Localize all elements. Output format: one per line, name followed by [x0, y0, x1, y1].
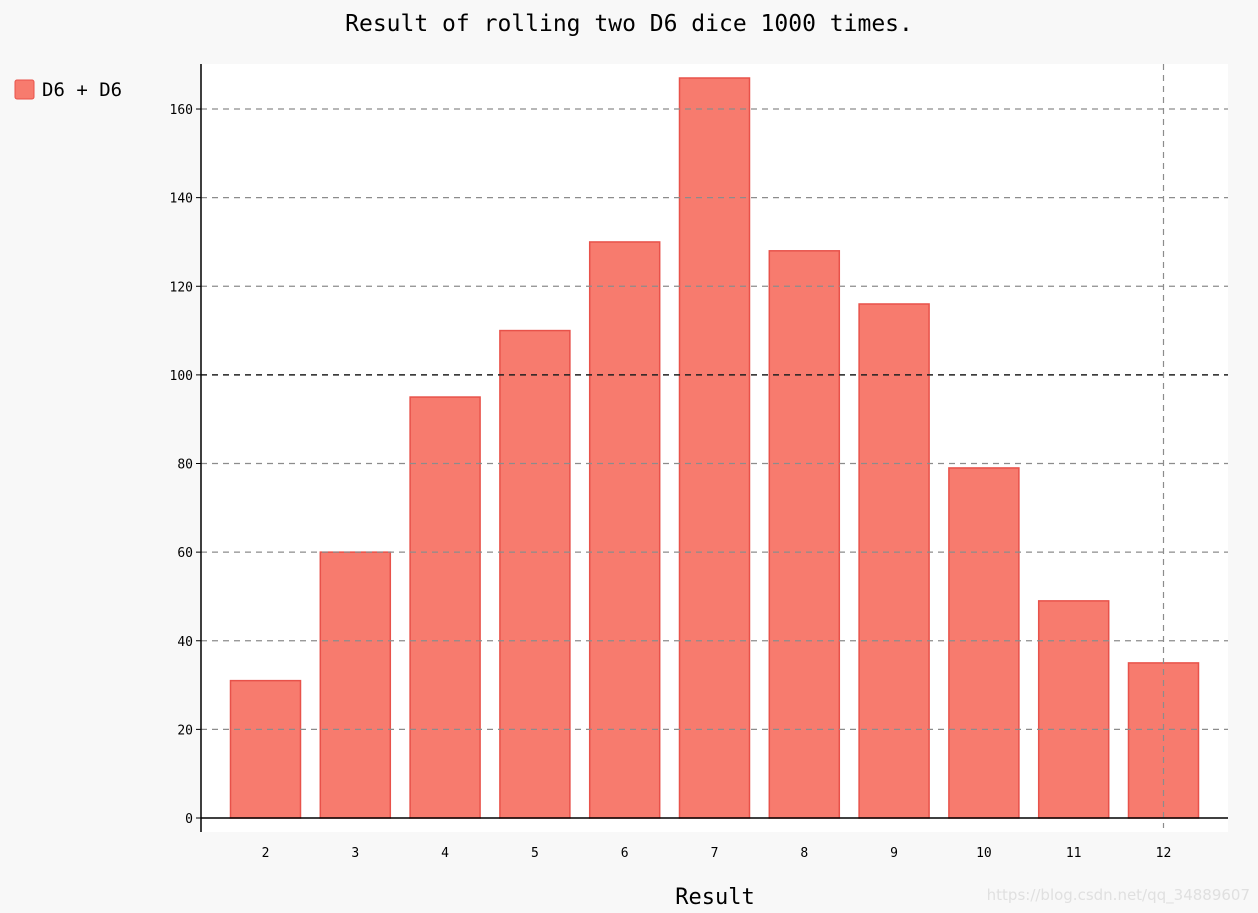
x-tick-label-9: 9: [890, 846, 898, 861]
x-tick-label-5: 5: [531, 846, 539, 861]
y-tick-label-20: 20: [177, 723, 193, 738]
bar-4: [409, 396, 481, 819]
watermark: https://blog.csdn.net/qq_34889607: [987, 886, 1250, 905]
bar-10: [948, 467, 1020, 819]
y-tick-label-100: 100: [170, 369, 193, 384]
legend-label: D6 + D6: [42, 79, 122, 101]
bar-8: [768, 250, 841, 819]
bar-7: [678, 77, 751, 819]
x-tick-label-7: 7: [711, 846, 719, 861]
y-tick-label-160: 160: [170, 103, 193, 118]
y-tick-label-40: 40: [177, 635, 193, 650]
x-tick-label-12: 12: [1156, 846, 1172, 861]
y-tick-label-60: 60: [177, 546, 193, 561]
x-axis-label: Result: [675, 885, 754, 910]
axes: [200, 64, 1228, 832]
y-tick-labels: 0 20 40 60 80 100 120 140 160: [170, 103, 201, 827]
x-tick-label-3: 3: [351, 846, 359, 861]
bar-11: [1037, 600, 1110, 819]
x-tick-labels: 2 3 4 5 6 7 8 9 10 11 12: [262, 846, 1172, 861]
bar-9: [858, 303, 930, 819]
y-tick-label-140: 140: [170, 192, 193, 207]
y-tick-label-80: 80: [177, 458, 193, 473]
bar-5: [499, 329, 571, 819]
legend: D6 + D6: [14, 79, 122, 101]
legend-swatch: [14, 79, 35, 100]
bar-3: [319, 551, 392, 819]
x-tick-label-10: 10: [976, 846, 992, 861]
x-tick-label-6: 6: [621, 846, 629, 861]
x-tick-label-11: 11: [1066, 846, 1082, 861]
bar-2: [229, 679, 302, 819]
x-tick-label-8: 8: [800, 846, 808, 861]
chart-title: Result of rolling two D6 dice 1000 times…: [345, 11, 913, 37]
y-tick-label-0: 0: [185, 812, 193, 827]
bars: [229, 77, 1200, 819]
x-tick-label-4: 4: [441, 846, 449, 861]
x-tick-label-2: 2: [262, 846, 270, 861]
bar-6: [588, 241, 661, 819]
y-tick-label-120: 120: [170, 280, 193, 295]
